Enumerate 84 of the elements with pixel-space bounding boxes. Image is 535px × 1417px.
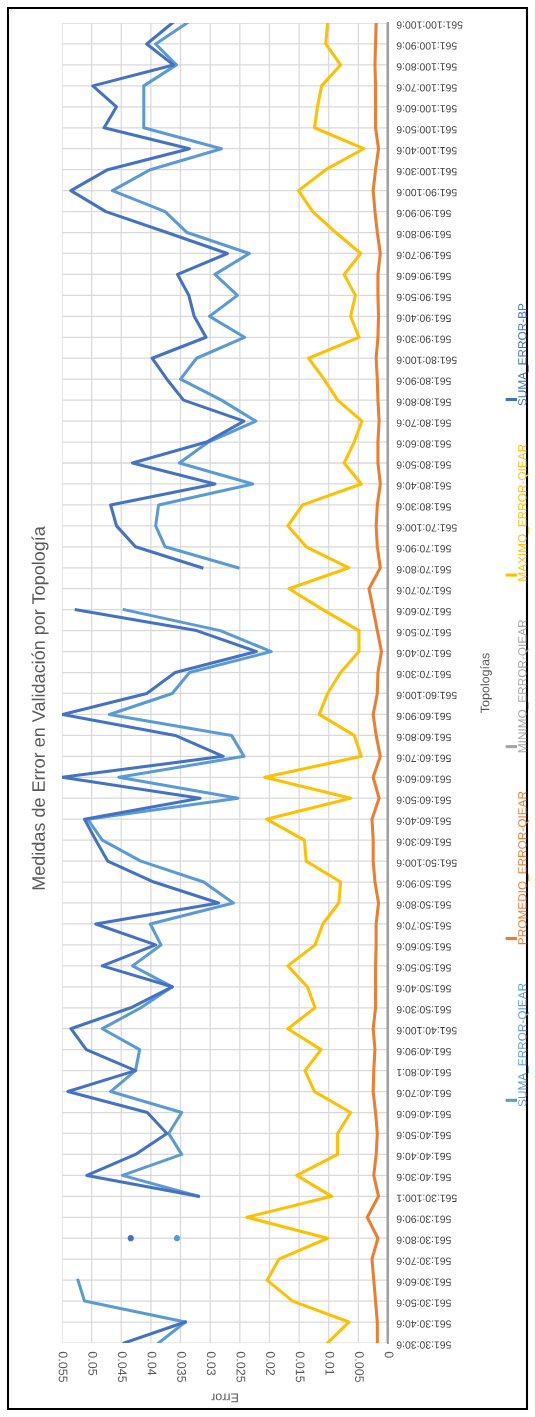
- y-tick-label: 561:80:90:6: [396, 377, 451, 385]
- y-tick-label: 561:90:70:6: [396, 251, 451, 260]
- y-tick-label: 561:70:90:6: [396, 545, 451, 553]
- text: MINIMO_ERROR-QIEAR: [518, 619, 529, 753]
- x-tick-label: 0.02: [266, 1351, 275, 1376]
- y-tick-label: 561:60:80:6: [396, 733, 451, 742]
- y-tick-label: 561:90:60:6: [396, 272, 451, 281]
- y-tick-label: 561:90:100:6: [396, 188, 457, 197]
- y-tick-label: 561:100:90:6: [396, 42, 457, 50]
- y-tick-label: 561:30:100:1: [396, 1194, 457, 1202]
- y-tick-label: 561:80:60:6: [396, 440, 451, 448]
- y-tick-label: 561:50:80:6: [396, 901, 451, 909]
- y-tick-label: 561:40:100:6: [396, 1027, 457, 1035]
- y-tick-label: 561:100:30:6: [396, 167, 457, 176]
- y-tick-label: 561:70:70:6: [396, 587, 451, 595]
- y-tick-label: 561:60:50:6: [396, 796, 451, 804]
- text: MAXIMO_ERROR-QIEAR: [518, 444, 529, 581]
- x-tick-label: 0.04: [147, 1351, 157, 1376]
- y-tick-label: 561:90:80:6: [396, 230, 451, 239]
- y-tick-label: 561:60:40:6: [396, 817, 451, 825]
- y-tick-label: 561:30:90:6: [396, 1215, 451, 1223]
- y-tick-label: 561:100:60:6: [396, 105, 457, 113]
- y-tick-label: 561:50:50:6: [396, 964, 451, 972]
- text: SUMA_ERROR-BP: [518, 303, 529, 406]
- y-tick-label: 561:80:40:6: [396, 482, 451, 490]
- x-tick-label: 0.055: [58, 1351, 68, 1383]
- y-tick-label: 561:70:40:6: [396, 649, 451, 658]
- y-tick-label: 561:30:70:6: [396, 1257, 451, 1265]
- x-tick-label: 0.03: [206, 1351, 216, 1376]
- y-tick-label: 561:60:60:6: [396, 775, 451, 783]
- y-tick-label: 561:30:80:6: [396, 1236, 451, 1244]
- text: SUMA_ERROR-QIEAR: [518, 983, 529, 1107]
- x-tick-label: 0.015: [295, 1351, 305, 1383]
- y-tick-label: 561:40:70:6: [396, 1089, 451, 1098]
- y-tick-label: 561:100:40:6: [396, 147, 457, 155]
- y-tick-label: 561:50:70:6: [396, 922, 451, 930]
- y-tick-label: 561:90:90:6: [396, 209, 451, 218]
- y-tick-label: 561:30:50:6: [396, 1299, 451, 1307]
- y-tick-label: 561:60:90:6: [396, 712, 451, 721]
- y-tick-label: 561:60:70:6: [396, 754, 451, 762]
- x-tick-label: 0.025: [236, 1351, 246, 1383]
- y-tick-label: 561:100:70:6: [396, 84, 457, 92]
- y-tick-label: 561:80:80:6: [396, 398, 451, 406]
- y-tick-label: 561:50:60:6: [396, 943, 451, 951]
- text: Medidas de Error en Validación por Topología: [31, 526, 49, 890]
- y-tick-label: 561:30:40:6: [396, 1320, 451, 1328]
- y-tick-label: 561:70:100:6: [396, 524, 457, 532]
- y-tick-label: 561:40:60:6: [396, 1110, 451, 1119]
- y-tick-label: 561:90:50:6: [396, 293, 451, 302]
- x-tick-label: 0: [384, 1351, 394, 1358]
- y-tick-label: 561:60:30:6: [396, 838, 451, 846]
- y-axis-title: Topologías: [480, 653, 492, 713]
- x-tick-label: 0.045: [117, 1351, 127, 1383]
- x-axis-title: Error: [211, 1393, 238, 1403]
- y-tick-label: 561:90:30:6: [396, 335, 451, 343]
- y-tick-label: 561:90:40:6: [396, 314, 451, 322]
- y-tick-label: 561:50:90:6: [396, 880, 451, 888]
- y-tick-label: 561:30:30:6: [396, 1341, 451, 1349]
- y-tick-label: 561:50:30:6: [396, 1006, 451, 1014]
- y-tick-label: 561:100:80:6: [396, 63, 457, 71]
- y-tick-label: 561:40:90:6: [396, 1047, 451, 1056]
- y-tick-label: 561:70:30:6: [396, 670, 451, 679]
- y-tick-label: 561:40:40:6: [396, 1152, 451, 1161]
- y-tick-label: 561:80:70:6: [396, 419, 451, 427]
- y-tick-label: 561:100:100:6: [396, 21, 463, 29]
- y-tick-label: 561:40:50:6: [396, 1131, 451, 1140]
- y-tick-label: 561:80:30:6: [396, 503, 451, 511]
- x-tick-label: 0.035: [177, 1351, 187, 1383]
- y-tick-label: 561:70:50:6: [396, 628, 451, 637]
- x-tick-label: 0.05: [88, 1351, 98, 1376]
- y-tick-label: 561:30:60:6: [396, 1278, 451, 1286]
- y-tick-label: 561:40:30:6: [396, 1173, 451, 1182]
- y-tick-label: 561:60:100:6: [396, 691, 457, 700]
- y-tick-label: 561:50:40:6: [396, 985, 451, 993]
- y-tick-label: 561:80:50:6: [396, 461, 451, 469]
- x-tick-label: 0.005: [355, 1351, 364, 1383]
- y-tick-label: 561:50:100:6: [396, 859, 457, 867]
- y-tick-label: 561:80:100:6: [396, 356, 457, 364]
- y-tick-label: 561:70:80:6: [396, 566, 451, 574]
- x-tick-label: 0.01: [325, 1351, 335, 1376]
- y-tick-label: 561:100:50:6: [396, 126, 457, 134]
- y-tick-label: 561:70:60:6: [396, 607, 451, 616]
- text: PROMEDIO_ERROR-QIEAR: [518, 791, 529, 945]
- y-tick-label: 561:40:80:1: [396, 1068, 451, 1077]
